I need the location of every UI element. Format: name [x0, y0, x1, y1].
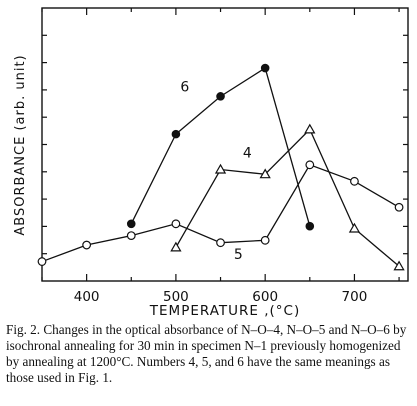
series-6: 6	[126, 63, 315, 231]
series-5: 5	[37, 160, 404, 266]
data-point	[82, 240, 92, 250]
data-point	[216, 92, 225, 101]
data-point	[393, 260, 405, 271]
data-point	[304, 123, 316, 134]
data-point	[170, 241, 182, 252]
data-point	[171, 129, 181, 139]
data-point	[214, 163, 227, 174]
data-point	[350, 176, 359, 186]
series-label: 5	[234, 247, 243, 263]
data-point	[259, 168, 271, 179]
data-point	[216, 238, 225, 248]
series-label: 6	[180, 80, 189, 96]
y-axis-label: ABSORBANCE (arb. unit)	[13, 54, 28, 235]
plot-frame	[41, 7, 409, 282]
data-point	[394, 202, 404, 212]
data-point	[260, 235, 270, 245]
x-axis-tick-labels: 400 500 600 700	[74, 289, 368, 305]
series-label: 4	[243, 146, 252, 162]
data-point	[348, 222, 361, 233]
x-axis-ticks	[41, 8, 400, 281]
data-point	[126, 219, 136, 229]
series-layer: 6 4 5	[37, 63, 405, 271]
data-point	[37, 257, 47, 266]
absorbance-chart: 6 4 5 400 500 600 700 TEMPERATURE ,(°C) ABSOR…	[13, 7, 409, 319]
series-6-line	[130, 67, 311, 227]
x-tick-label: 400	[74, 289, 100, 305]
x-tick-label: 500	[163, 289, 189, 305]
y-axis-ticks	[42, 34, 408, 255]
data-point	[260, 63, 270, 73]
x-tick-label: 700	[342, 289, 368, 305]
data-point	[171, 219, 181, 229]
x-axis-label: TEMPERATURE ,(°C)	[149, 303, 300, 319]
data-point	[305, 160, 315, 170]
x-tick-label: 600	[252, 289, 278, 305]
series-4: 4	[170, 123, 405, 271]
figure-caption: Fig. 2. Changes in the optical absorbanc…	[6, 322, 407, 385]
data-point	[126, 231, 136, 241]
series-4-line	[175, 128, 400, 267]
data-point	[305, 221, 315, 231]
